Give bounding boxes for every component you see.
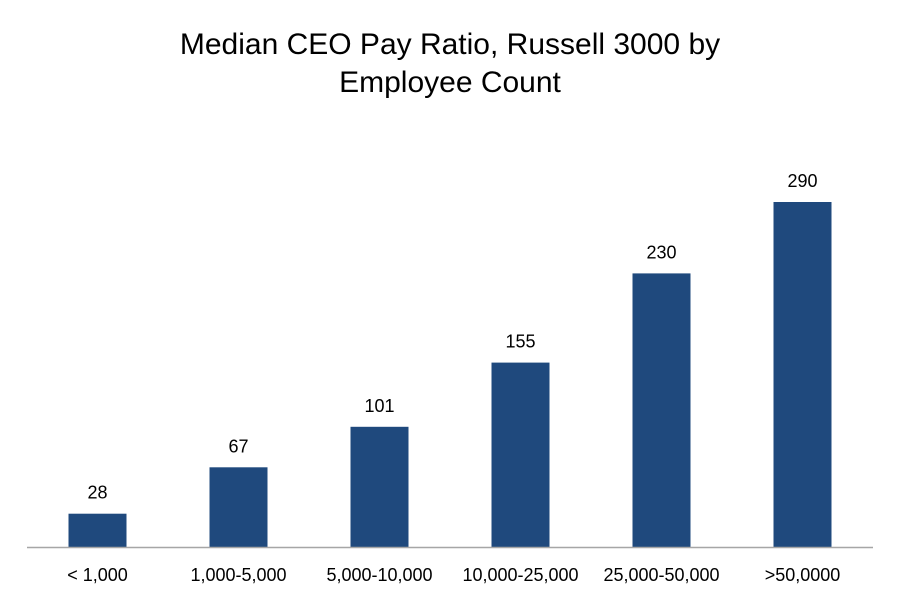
- x-tick-label: 25,000-50,000: [603, 565, 719, 585]
- data-label: 67: [228, 436, 248, 456]
- bar: [491, 362, 550, 547]
- x-tick-label: < 1,000: [67, 565, 128, 585]
- x-tick-label: >50,0000: [765, 565, 841, 585]
- x-tick-labels-layer: < 1,000 1,000-5,000 5,000-10,000 10,000-25,…: [67, 565, 840, 585]
- chart-title-line-1: Median CEO Pay Ratio, Russell 3000 by: [179, 28, 721, 61]
- bar: [68, 513, 127, 547]
- chart-title: Median CEO Pay Ratio, Russell 3000 by Em…: [0, 26, 900, 102]
- bars-layer: [68, 202, 832, 547]
- x-tick-label: 5,000-10,000: [326, 565, 432, 585]
- bar: [350, 426, 409, 547]
- x-tick-label: 1,000-5,000: [190, 565, 286, 585]
- x-tick-label: 10,000-25,000: [462, 565, 578, 585]
- bar: [632, 273, 691, 547]
- bar: [209, 467, 268, 547]
- data-label: 230: [646, 242, 676, 262]
- data-label: 28: [87, 483, 107, 503]
- bar: [773, 202, 832, 547]
- data-labels-layer: 28 67 101 155 230 290: [87, 171, 817, 503]
- data-label: 101: [364, 396, 394, 416]
- data-label: 155: [505, 332, 535, 352]
- chart-title-line-2: Employee Count: [339, 66, 561, 99]
- data-label: 290: [787, 171, 817, 191]
